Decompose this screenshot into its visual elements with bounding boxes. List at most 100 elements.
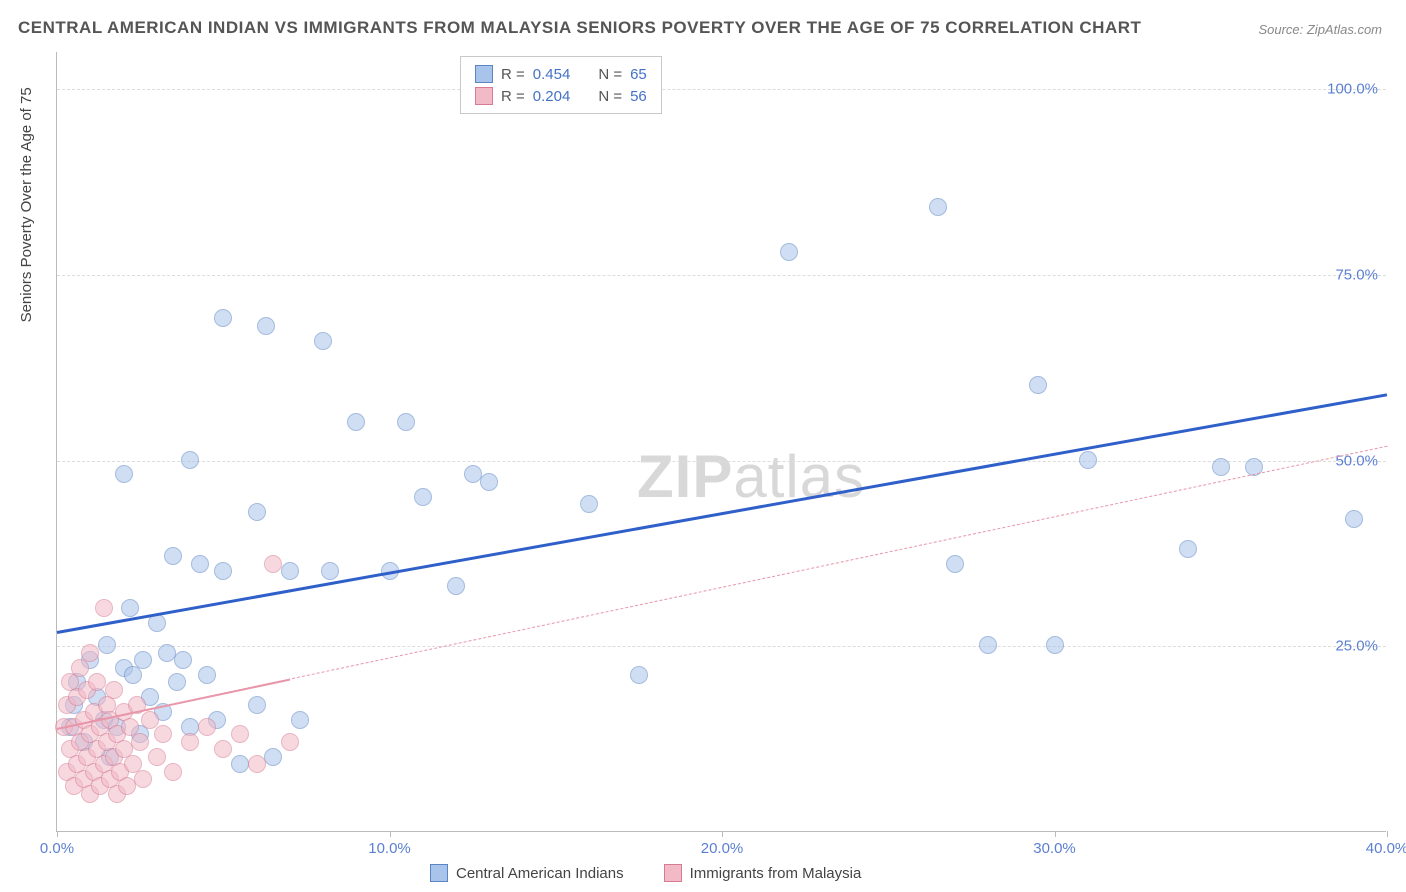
data-point <box>264 555 282 573</box>
data-point <box>121 599 139 617</box>
data-point <box>134 770 152 788</box>
data-point <box>291 711 309 729</box>
data-point <box>164 547 182 565</box>
legend-item: Central American Indians <box>430 864 624 882</box>
data-point <box>347 413 365 431</box>
legend-swatch <box>430 864 448 882</box>
legend-row: R = 0.454 N = 65 <box>475 63 647 85</box>
data-point <box>257 317 275 335</box>
data-point <box>115 465 133 483</box>
x-tick-label: 0.0% <box>40 840 74 857</box>
data-point <box>148 748 166 766</box>
data-point <box>198 666 216 684</box>
data-point <box>98 636 116 654</box>
data-point <box>314 332 332 350</box>
data-point <box>321 562 339 580</box>
data-point <box>134 651 152 669</box>
chart-title: CENTRAL AMERICAN INDIAN VS IMMIGRANTS FR… <box>18 18 1141 38</box>
y-tick-label: 25.0% <box>1335 638 1378 655</box>
data-point <box>248 755 266 773</box>
data-point <box>264 748 282 766</box>
r-value: 0.454 <box>533 66 571 83</box>
data-point <box>191 555 209 573</box>
legend-row: R = 0.204 N = 56 <box>475 85 647 107</box>
source-attribution: Source: ZipAtlas.com <box>1258 22 1382 37</box>
gridline-h <box>57 646 1386 647</box>
data-point <box>414 488 432 506</box>
data-point <box>630 666 648 684</box>
data-point <box>95 599 113 617</box>
legend-swatch <box>475 65 493 83</box>
gridline-h <box>57 89 1386 90</box>
data-point <box>118 777 136 795</box>
gridline-h <box>57 275 1386 276</box>
series-legend: Central American Indians Immigrants from … <box>430 864 861 882</box>
x-tick-mark <box>390 831 391 837</box>
y-axis-title: Seniors Poverty Over the Age of 75 <box>18 87 35 322</box>
data-point <box>248 696 266 714</box>
data-point <box>141 711 159 729</box>
x-tick-mark <box>57 831 58 837</box>
data-point <box>164 763 182 781</box>
x-tick-mark <box>1387 831 1388 837</box>
data-point <box>174 651 192 669</box>
legend-swatch <box>475 87 493 105</box>
data-point <box>1046 636 1064 654</box>
legend-item: Immigrants from Malaysia <box>664 864 862 882</box>
n-label: N = <box>598 88 622 105</box>
data-point <box>231 755 249 773</box>
data-point <box>198 718 216 736</box>
data-point <box>154 725 172 743</box>
x-tick-label: 40.0% <box>1366 840 1406 857</box>
watermark-text: ZIPatlas <box>637 442 865 511</box>
data-point <box>1212 458 1230 476</box>
data-point <box>81 644 99 662</box>
n-value: 65 <box>630 66 647 83</box>
data-point <box>214 740 232 758</box>
legend-label: Immigrants from Malaysia <box>690 865 862 882</box>
data-point <box>168 673 186 691</box>
data-point <box>929 198 947 216</box>
y-tick-label: 100.0% <box>1327 81 1378 98</box>
data-point <box>447 577 465 595</box>
data-point <box>248 503 266 521</box>
x-tick-label: 10.0% <box>368 840 411 857</box>
data-point <box>464 465 482 483</box>
x-tick-label: 20.0% <box>701 840 744 857</box>
watermark-bold: ZIP <box>637 443 733 510</box>
r-value: 0.204 <box>533 88 571 105</box>
data-point <box>281 733 299 751</box>
data-point <box>1345 510 1363 528</box>
data-point <box>231 725 249 743</box>
r-label: R = <box>501 66 525 83</box>
data-point <box>181 451 199 469</box>
data-point <box>946 555 964 573</box>
y-tick-label: 75.0% <box>1335 266 1378 283</box>
data-point <box>131 733 149 751</box>
data-point <box>780 243 798 261</box>
data-point <box>1029 376 1047 394</box>
data-point <box>214 562 232 580</box>
data-point <box>397 413 415 431</box>
data-point <box>1179 540 1197 558</box>
n-value: 56 <box>630 88 647 105</box>
data-point <box>214 309 232 327</box>
legend-label: Central American Indians <box>456 865 624 882</box>
data-point <box>979 636 997 654</box>
data-point <box>580 495 598 513</box>
r-label: R = <box>501 88 525 105</box>
x-tick-label: 30.0% <box>1033 840 1076 857</box>
gridline-h <box>57 461 1386 462</box>
scatter-plot: ZIPatlas 25.0%50.0%75.0%100.0%0.0%10.0%2… <box>56 52 1386 832</box>
legend-swatch <box>664 864 682 882</box>
data-point <box>1079 451 1097 469</box>
x-tick-mark <box>1055 831 1056 837</box>
data-point <box>88 673 106 691</box>
data-point <box>181 733 199 751</box>
data-point <box>281 562 299 580</box>
n-label: N = <box>598 66 622 83</box>
data-point <box>158 644 176 662</box>
data-point <box>480 473 498 491</box>
correlation-legend: R = 0.454 N = 65 R = 0.204 N = 56 <box>460 56 662 114</box>
x-tick-mark <box>722 831 723 837</box>
